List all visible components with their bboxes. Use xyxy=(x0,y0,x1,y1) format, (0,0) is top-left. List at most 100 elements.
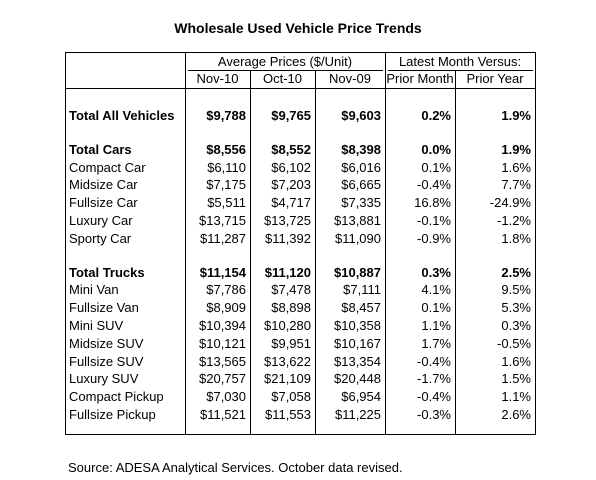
row-label: Midsize Car xyxy=(69,177,138,193)
column-header: Prior Month xyxy=(386,71,454,86)
cell: $11,392 xyxy=(264,230,311,246)
cell: $20,448 xyxy=(334,371,381,387)
cell: -0.1% xyxy=(417,213,451,229)
cell: $8,909 xyxy=(206,300,246,316)
group-header: Latest Month Versus: xyxy=(398,54,522,69)
cell: $11,225 xyxy=(334,407,381,423)
row-label: Compact Car xyxy=(69,159,146,175)
cell: $13,565 xyxy=(199,353,246,369)
title: Wholesale Used Vehicle Price Trends xyxy=(174,20,422,36)
rule xyxy=(535,52,536,435)
cell: 7.7% xyxy=(501,177,531,193)
cell: $11,521 xyxy=(199,407,246,423)
cell: $7,030 xyxy=(206,389,246,405)
cell: $11,553 xyxy=(264,407,311,423)
cell: 16.8% xyxy=(414,195,451,211)
source: Source: ADESA Analytical Services. Octob… xyxy=(68,460,403,475)
cell: -1.7% xyxy=(417,371,451,387)
cell: $9,603 xyxy=(341,108,381,123)
cell: $10,167 xyxy=(334,335,381,351)
cell: $6,665 xyxy=(341,177,381,193)
cell: 2.6% xyxy=(501,407,531,423)
rule xyxy=(385,52,386,434)
cell: $10,358 xyxy=(334,318,381,334)
rule xyxy=(65,52,66,435)
cell: $13,725 xyxy=(264,213,311,229)
rule xyxy=(185,52,186,434)
cell: 1.9% xyxy=(501,108,531,123)
row-label: Fullsize Van xyxy=(69,300,139,316)
row-label: Sporty Car xyxy=(69,230,132,246)
cell: -0.3% xyxy=(417,407,451,423)
cell: 1.8% xyxy=(501,230,531,246)
cell: $10,887 xyxy=(334,264,381,280)
cell: $9,765 xyxy=(271,108,311,123)
cell: 0.3% xyxy=(501,318,531,334)
row-label: Compact Pickup xyxy=(69,389,164,405)
cell: $9,788 xyxy=(206,108,246,123)
cell: $7,111 xyxy=(343,282,381,298)
column-header: Prior Year xyxy=(466,71,524,86)
cell: $7,478 xyxy=(271,282,311,298)
row-label: Mini Van xyxy=(69,282,119,298)
cell: $7,335 xyxy=(341,195,381,211)
cell: $7,203 xyxy=(271,177,311,193)
cell: $7,786 xyxy=(206,282,246,298)
row-label: Fullsize SUV xyxy=(69,353,144,369)
cell: $10,280 xyxy=(264,318,311,334)
cell: 1.5% xyxy=(501,371,531,387)
rule xyxy=(65,433,536,435)
cell: $6,110 xyxy=(207,159,246,175)
rule xyxy=(315,70,316,434)
cell: 9.5% xyxy=(501,282,531,298)
row-label: Midsize SUV xyxy=(69,335,144,351)
cell: $10,121 xyxy=(199,335,246,351)
cell: $11,154 xyxy=(199,264,246,280)
cell: $4,717 xyxy=(271,195,311,211)
cell: $9,951 xyxy=(271,335,311,351)
cell: -0.5% xyxy=(497,335,531,351)
cell: 1.1% xyxy=(501,389,531,405)
cell: $13,354 xyxy=(334,353,381,369)
rule xyxy=(250,70,251,434)
cell: -0.4% xyxy=(417,389,451,405)
column-header: Nov-09 xyxy=(329,71,371,86)
rule xyxy=(388,70,533,71)
rule xyxy=(65,88,536,89)
cell: -1.2% xyxy=(497,213,531,229)
column-header: Oct-10 xyxy=(262,71,302,86)
cell: $11,120 xyxy=(264,264,311,280)
cell: 0.3% xyxy=(421,264,451,280)
total-label: Total Trucks xyxy=(69,264,145,280)
total-label: Total All Vehicles xyxy=(69,108,175,123)
rule xyxy=(65,52,536,53)
cell: $5,511 xyxy=(207,195,246,211)
group-header: Average Prices ($/Unit) xyxy=(217,54,353,69)
cell: 2.5% xyxy=(501,264,531,280)
cell: 0.2% xyxy=(421,108,451,123)
cell: $7,058 xyxy=(271,389,311,405)
cell: -0.9% xyxy=(417,230,451,246)
cell: $11,090 xyxy=(334,230,381,246)
row-label: Mini SUV xyxy=(69,318,124,334)
cell: 1.6% xyxy=(501,159,531,175)
cell: $8,898 xyxy=(271,300,311,316)
cell: $6,016 xyxy=(341,159,381,175)
row-label: Fullsize Car xyxy=(69,195,138,211)
cell: $7,175 xyxy=(206,177,246,193)
cell: $8,398 xyxy=(341,141,381,157)
row-label: Luxury Car xyxy=(69,213,133,229)
cell: $8,556 xyxy=(206,141,246,157)
cell: $13,881 xyxy=(334,213,381,229)
cell: 0.1% xyxy=(421,300,451,316)
cell: $10,394 xyxy=(199,318,246,334)
rule xyxy=(455,70,456,434)
cell: 0.0% xyxy=(421,141,451,157)
row-label: Fullsize Pickup xyxy=(69,407,156,423)
cell: $6,954 xyxy=(341,389,381,405)
cell: 5.3% xyxy=(501,300,531,316)
cell: 4.1% xyxy=(421,282,451,298)
cell: -24.9% xyxy=(489,195,531,211)
cell: $21,109 xyxy=(264,371,311,387)
cell: 1.6% xyxy=(501,353,531,369)
